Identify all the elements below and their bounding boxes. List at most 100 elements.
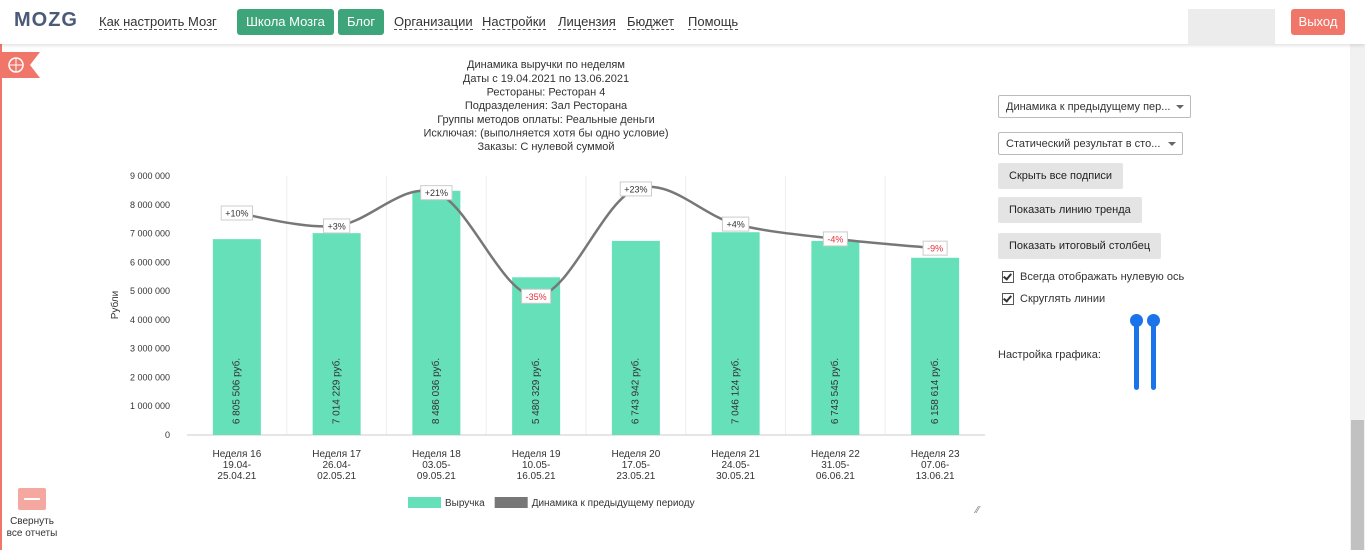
- x-tick-label: Неделя 21 24.05- 30.05.21: [711, 449, 761, 482]
- legend-swatch: [494, 497, 528, 508]
- point-label: +21%: [425, 188, 448, 198]
- y-tick-label: 7 000 000: [130, 229, 170, 239]
- nav-button[interactable]: Школа Мозга: [237, 9, 334, 35]
- y-tick-label: 6 000 000: [130, 257, 170, 267]
- chart: Динамика выручки по неделям Даты с 19.04.…: [109, 59, 985, 509]
- x-tick-label: Неделя 23 07.06- 13.06.21: [910, 449, 960, 482]
- button[interactable]: Показать линию тренда: [998, 197, 1142, 223]
- y-axis-label: Рубли: [109, 291, 121, 319]
- logo[interactable]: MOZG: [14, 9, 78, 31]
- nav-link[interactable]: Настройки: [482, 14, 546, 30]
- logout-button[interactable]: Выход: [1291, 9, 1345, 35]
- bar-value-label: 6 743 942 руб.: [630, 358, 642, 424]
- point-label: +10%: [225, 209, 248, 219]
- y-tick-label: 8 000 000: [130, 200, 170, 210]
- chart-subtitle: Даты с 19.04.2021 по 13.06.2021: [463, 73, 629, 85]
- point-label: -9%: [927, 244, 943, 254]
- point-label-box: [322, 218, 351, 234]
- y-tick-label: 4 000 000: [130, 315, 170, 325]
- point-label-box: [619, 181, 653, 197]
- nav-link[interactable]: Как настроить Мозг: [99, 14, 217, 30]
- collapse-icon[interactable]: [18, 488, 46, 510]
- point-label-box: [922, 240, 948, 256]
- chart-subtitle: Подразделения: Зал Ресторана: [465, 100, 628, 112]
- y-tick-label: 1 000 000: [130, 401, 170, 411]
- point-label-group: +23%: [619, 181, 653, 197]
- point-label: +3%: [327, 221, 345, 231]
- bar: [911, 257, 960, 435]
- bar-value-label: 6 805 506 руб.: [231, 358, 243, 424]
- select[interactable]: Статический результат в сто...: [998, 132, 1183, 155]
- settings-label: Настройка графика:: [998, 349, 1101, 361]
- resize-handle[interactable]: ⁄⁄: [976, 505, 980, 516]
- bar-value-label: 8 486 036 руб.: [430, 358, 442, 424]
- bar-value-label: 5 480 329 руб.: [530, 358, 542, 424]
- nav-button[interactable]: Блог: [338, 9, 385, 35]
- top-bar: MOZG Как настроить Мозг Школа Мозга Блог…: [0, 0, 1365, 44]
- legend-swatch: [408, 497, 441, 508]
- y-tick-label: 9 000 000: [130, 171, 170, 181]
- legend-label: Выручка: [445, 498, 485, 509]
- bar: [811, 240, 860, 435]
- point-label-group: -9%: [922, 240, 948, 256]
- slider[interactable]: [1147, 314, 1160, 390]
- y-tick-label: 0: [165, 430, 170, 440]
- bar: [312, 233, 361, 435]
- collapse-label[interactable]: Свернуть все отчеты: [6, 516, 58, 539]
- chart-subtitle: Заказы: С нулевой суммой: [477, 141, 614, 153]
- scrollbar-thumb[interactable]: [1351, 420, 1364, 550]
- point-label-group: +3%: [322, 218, 351, 234]
- chart-subtitle: Исключая: (выполняется хотя бы одно усло…: [424, 127, 669, 139]
- y-tick-label: 2 000 000: [130, 372, 170, 382]
- button[interactable]: Скрыть все подписи: [998, 163, 1123, 189]
- point-label: -4%: [827, 234, 843, 244]
- point-label: -35%: [526, 292, 547, 302]
- checkbox[interactable]: Скруглять линии: [1002, 293, 1105, 305]
- checkbox-box[interactable]: [1002, 271, 1014, 283]
- point-label: +23%: [624, 184, 647, 194]
- y-tick-label: 5 000 000: [130, 286, 170, 296]
- point-label-box: [220, 205, 254, 221]
- point-label-group: +21%: [420, 185, 453, 201]
- bar-value-label: 6 158 614 руб.: [929, 358, 941, 424]
- nav-link[interactable]: Организации: [394, 14, 473, 30]
- x-tick-label: Неделя 20 17.05- 23.05.21: [611, 449, 661, 482]
- bar: [711, 232, 760, 435]
- x-tick-label: Неделя 19 10.05- 16.05.21: [511, 449, 561, 482]
- select[interactable]: Динамика к предыдущему пер...: [998, 95, 1191, 118]
- x-tick-label: Неделя 17 26.04- 02.05.21: [312, 449, 362, 482]
- point-label-box: [521, 288, 552, 304]
- nav-link[interactable]: Лицензия: [558, 14, 616, 30]
- point-label-group: +4%: [721, 216, 750, 232]
- nav-link[interactable]: Бюджет: [627, 14, 675, 30]
- chart-title: Динамика выручки по неделям: [467, 59, 625, 71]
- point-label-box: [822, 231, 848, 247]
- bar: [412, 190, 461, 435]
- point-label-group: -4%: [822, 231, 848, 247]
- nav-link[interactable]: Помощь: [688, 14, 739, 30]
- user-placeholder: [1188, 9, 1275, 44]
- point-label: +4%: [726, 220, 744, 230]
- checkbox-box[interactable]: [1002, 293, 1014, 305]
- legend-label: Динамика к предыдущему периоду: [532, 498, 695, 509]
- brain-flag[interactable]: [0, 52, 40, 78]
- x-tick-label: Неделя 16 19.04- 25.04.21: [212, 449, 262, 482]
- bar-value-label: 7 014 229 руб.: [330, 358, 342, 424]
- y-tick-label: 3 000 000: [130, 344, 170, 354]
- chart-subtitle: Рестораны: Ресторан 4: [487, 87, 606, 99]
- point-label-group: +10%: [220, 205, 254, 221]
- bar-value-label: 7 046 124 руб.: [729, 358, 741, 424]
- side-border: [0, 44, 2, 550]
- checkbox[interactable]: Всегда отображать нулевую ось: [1002, 271, 1184, 283]
- slider[interactable]: [1130, 314, 1143, 390]
- point-label-box: [420, 185, 453, 201]
- x-tick-label: Неделя 18 03.05- 09.05.21: [411, 449, 461, 482]
- checkbox-label: Скруглять линии: [1020, 293, 1106, 305]
- point-label-box: [721, 216, 750, 232]
- button[interactable]: Показать итоговый столбец: [998, 233, 1162, 259]
- bar-value-label: 6 743 545 руб.: [829, 358, 841, 424]
- chart-subtitle: Группы методов оплаты: Реальные деньги: [437, 114, 655, 126]
- checkbox-label: Всегда отображать нулевую ось: [1020, 271, 1185, 283]
- bar: [212, 239, 261, 435]
